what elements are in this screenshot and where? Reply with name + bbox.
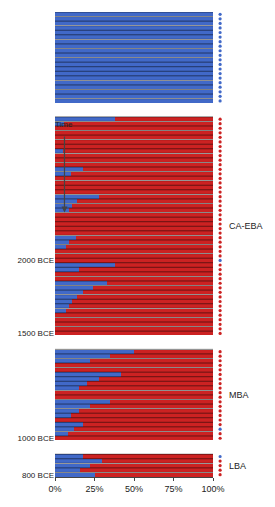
- svg-text:800 BCE: 800 BCE: [22, 471, 54, 480]
- svg-text:0%: 0%: [48, 484, 61, 494]
- svg-text:100%: 100%: [201, 484, 224, 494]
- svg-text:25%: 25%: [85, 484, 103, 494]
- svg-text:Time: Time: [55, 120, 73, 129]
- svg-text:1000 BCE: 1000 BCE: [18, 434, 54, 443]
- svg-text:75%: 75%: [164, 484, 182, 494]
- svg-text:2000 BCE: 2000 BCE: [18, 256, 54, 265]
- svg-text:LBA: LBA: [229, 461, 246, 471]
- svg-text:CA-EBA: CA-EBA: [229, 221, 263, 231]
- svg-text:1500 BCE: 1500 BCE: [18, 329, 54, 338]
- svg-text:50%: 50%: [125, 484, 143, 494]
- svg-text:MBA: MBA: [229, 390, 249, 400]
